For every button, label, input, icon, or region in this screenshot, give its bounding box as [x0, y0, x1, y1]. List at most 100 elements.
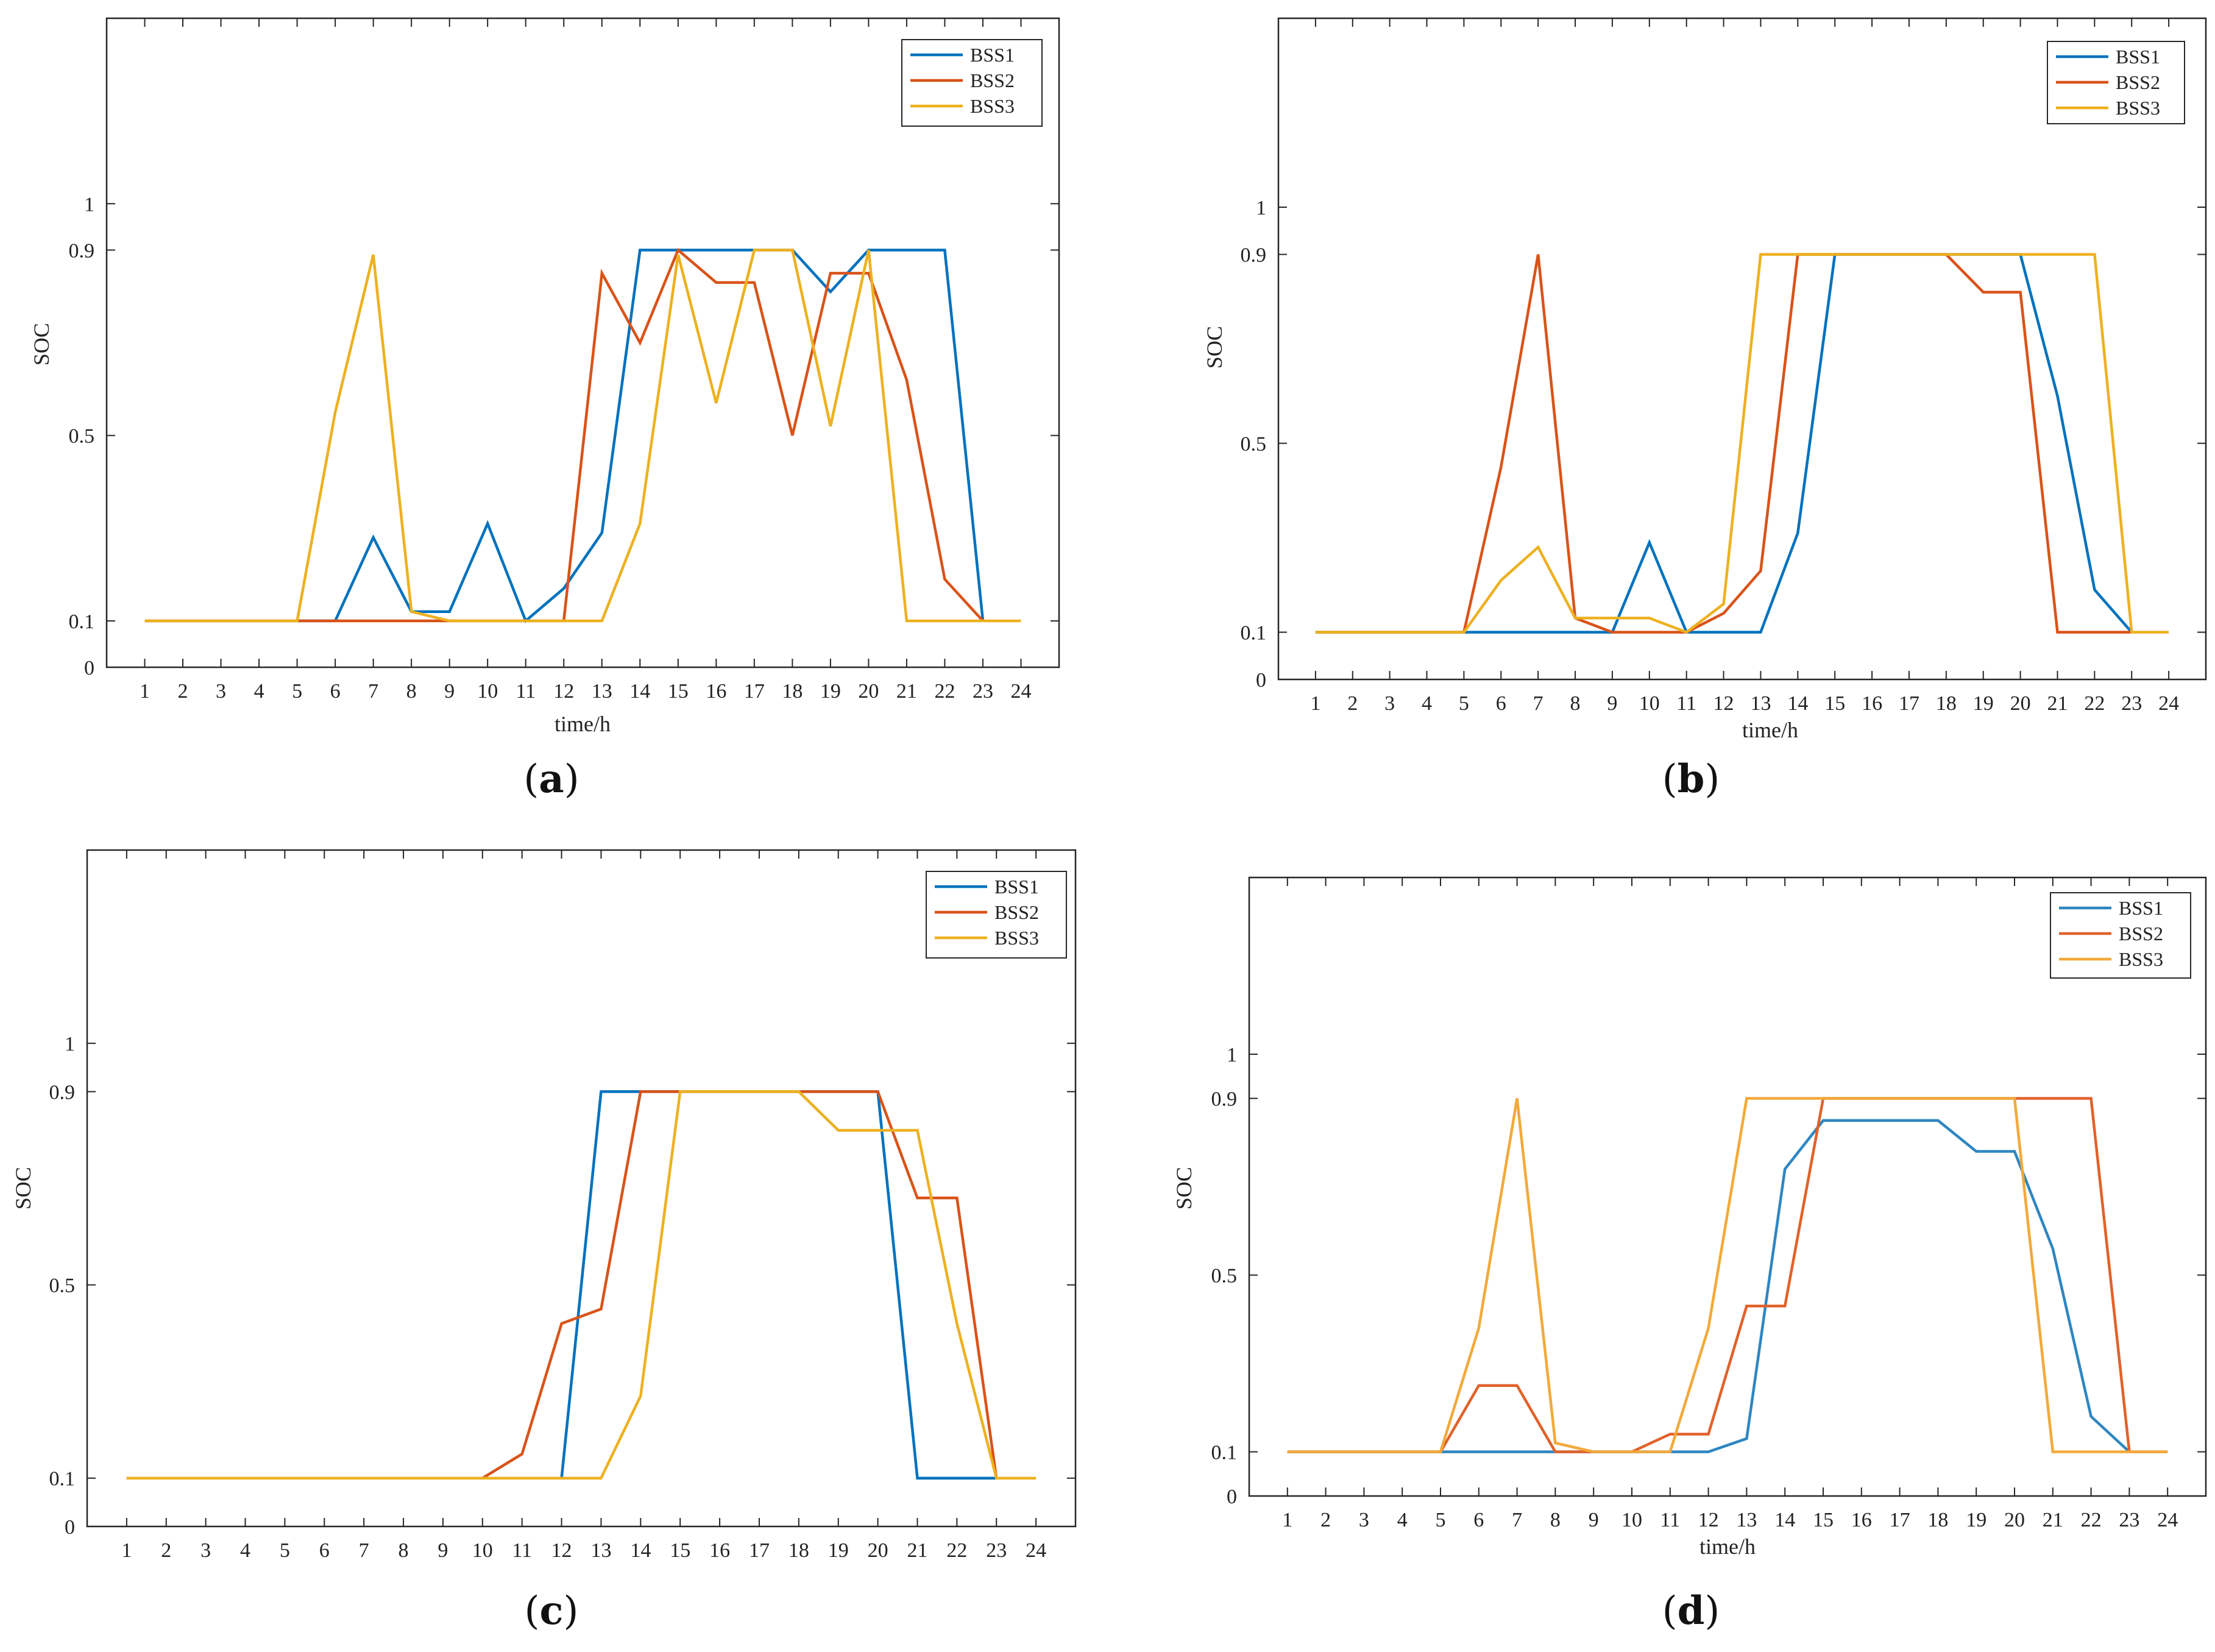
panel-c-xtick-label: 18	[789, 1539, 809, 1562]
panel-b-xtick-label: 7	[1533, 692, 1543, 715]
panel-d-xtick-label: 11	[1660, 1509, 1680, 1531]
panel-d-y-axis-title: SOC	[1172, 1167, 1196, 1210]
panel-b-caption-letter: b	[1678, 756, 1705, 802]
panel-a-xtick-label: 8	[406, 680, 417, 703]
panel-a-xtick-label: 19	[820, 680, 841, 703]
panel-d-xtick-label: 2	[1320, 1509, 1331, 1531]
panel-c-xtick-label: 16	[709, 1539, 730, 1562]
panel-a-xtick-label: 21	[896, 680, 917, 703]
panel-b-xtick-label: 24	[2158, 692, 2179, 715]
panel-d-ytick-label: 0.5	[1211, 1265, 1238, 1288]
panel-d-caption: (d)	[1662, 1588, 1720, 1634]
panel-a-xtick-label: 1	[140, 680, 150, 703]
panel-b-xtick-label: 20	[2010, 692, 2031, 715]
panel-c-ytick-label: 0.9	[49, 1081, 76, 1104]
panel-a-ytick-label: 1	[84, 193, 94, 216]
panel-a-xtick-label: 17	[744, 680, 765, 703]
panel-c-legend-label-bss2: BSS2	[994, 901, 1039, 923]
panel-a-ytick-label: 0	[84, 657, 94, 679]
panel-c-y-axis-title: SOC	[11, 1167, 35, 1210]
panel-a-xtick-label: 11	[516, 680, 536, 703]
panel-d-xtick-label: 4	[1397, 1509, 1408, 1531]
panel-a-xtick-label: 7	[368, 680, 378, 703]
panel-a-xtick-label: 13	[592, 680, 612, 703]
panel-a-xtick-label: 15	[668, 680, 689, 703]
panel-d-ytick-label: 1	[1227, 1044, 1237, 1066]
panel-c-xtick-label: 6	[319, 1539, 330, 1562]
panel-b-xtick-label: 5	[1459, 692, 1469, 715]
panel-b-xtick-label: 9	[1607, 692, 1617, 715]
panel-b-xtick-label: 1	[1310, 692, 1320, 715]
panel-a-xtick-label: 23	[973, 680, 993, 703]
panel-b-x-axis-title: time/h	[1742, 718, 1798, 742]
panel-c-xtick-label: 19	[828, 1539, 849, 1562]
panel-a-xtick-label: 5	[292, 680, 302, 703]
panel-c-xtick-label: 7	[359, 1539, 369, 1562]
panel-d-xtick-label: 14	[1774, 1509, 1795, 1531]
panel-c-xtick-label: 11	[512, 1539, 532, 1562]
panel-d-xtick-label: 18	[1927, 1509, 1948, 1531]
panel-c-xtick-label: 15	[670, 1539, 690, 1562]
panel-b-xtick-label: 2	[1347, 692, 1358, 715]
panel-c-xtick-label: 10	[472, 1539, 493, 1562]
panel-d-ytick-label: 0.9	[1211, 1088, 1238, 1111]
panel-c-xtick-label: 3	[200, 1539, 211, 1562]
panel-a-ytick-label: 0.1	[69, 611, 95, 633]
panel-a-xtick-label: 20	[858, 680, 879, 703]
panel-b-legend-label-bss1: BSS1	[2116, 46, 2160, 68]
panel-a-xtick-label: 14	[629, 680, 650, 703]
panel-a-ytick-label: 0.9	[69, 239, 95, 262]
panel-b-xtick-label: 23	[2121, 692, 2142, 715]
panel-a-xtick-label: 9	[444, 680, 455, 703]
panel-c-xtick-label: 4	[240, 1539, 250, 1562]
panel-b-xtick-label: 16	[1862, 692, 1882, 715]
panel-a-xtick-label: 10	[477, 680, 498, 703]
panel-d-xtick-label: 3	[1359, 1509, 1369, 1531]
panel-c-xtick-label: 12	[551, 1539, 572, 1562]
panel-d-xtick-label: 1	[1282, 1509, 1292, 1531]
panel-b-xtick-label: 22	[2084, 692, 2105, 715]
panel-c-xtick-label: 9	[438, 1539, 448, 1562]
panel-b-xtick-label: 3	[1384, 692, 1395, 715]
panel-a-legend-label-bss1: BSS1	[970, 44, 1015, 66]
panel-d-xtick-label: 24	[2157, 1509, 2178, 1531]
panel-c-ytick-label: 0.1	[49, 1468, 76, 1491]
panel-d-xtick-label: 21	[2043, 1509, 2063, 1531]
panel-b-xtick-label: 11	[1676, 692, 1696, 715]
panel-d-xtick-label: 8	[1550, 1509, 1561, 1531]
panel-d-xtick-label: 19	[1966, 1509, 1986, 1531]
panel-c-xtick-label: 20	[868, 1539, 888, 1562]
panel-a-legend-label-bss3: BSS3	[970, 95, 1015, 117]
panel-a-caption: (a)	[523, 756, 579, 802]
panel-c-ytick-label: 1	[65, 1033, 75, 1055]
panel-b-xtick-label: 14	[1787, 692, 1808, 715]
panel-b-xtick-label: 15	[1824, 692, 1845, 715]
panel-d-xtick-label: 23	[2119, 1509, 2139, 1531]
panel-a-xtick-label: 4	[254, 680, 264, 703]
panel-c-caption: (c)	[525, 1588, 579, 1634]
panel-b-xtick-label: 6	[1496, 692, 1506, 715]
panel-c-xtick-label: 13	[590, 1539, 611, 1562]
panel-c-xtick-label: 22	[946, 1539, 967, 1562]
panel-d-caption-letter: d	[1678, 1588, 1705, 1634]
panel-c-legend-label-bss1: BSS1	[994, 876, 1039, 898]
panel-c-xtick-label: 2	[161, 1539, 171, 1562]
panel-d-xtick-label: 10	[1621, 1509, 1642, 1531]
panel-d-x-axis-title: time/h	[1699, 1534, 1756, 1559]
panel-b-ytick-label: 0	[1256, 669, 1266, 692]
panel-c-caption-letter: c	[540, 1588, 564, 1634]
panel-d-xtick-label: 5	[1436, 1509, 1446, 1531]
panel-d-xtick-label: 7	[1512, 1509, 1522, 1531]
panel-d-xtick-label: 17	[1890, 1509, 1910, 1531]
panel-a-ytick-label: 0.5	[69, 425, 95, 448]
panel-c-legend-label-bss3: BSS3	[994, 927, 1039, 949]
panel-c-xtick-label: 8	[399, 1539, 409, 1562]
panel-b-series-line-bss3	[1315, 253, 2169, 634]
panel-c-xtick-label: 1	[121, 1539, 132, 1562]
panel-d-legend-label-bss1: BSS1	[2119, 897, 2163, 919]
panel-a-y-axis-title: SOC	[29, 323, 54, 366]
panel-c-ytick-label: 0	[65, 1516, 75, 1539]
panel-d-legend-label-bss3: BSS3	[2119, 948, 2163, 970]
panel-c-xtick-label: 24	[1026, 1539, 1046, 1562]
panel-a-caption-letter: a	[539, 756, 564, 802]
